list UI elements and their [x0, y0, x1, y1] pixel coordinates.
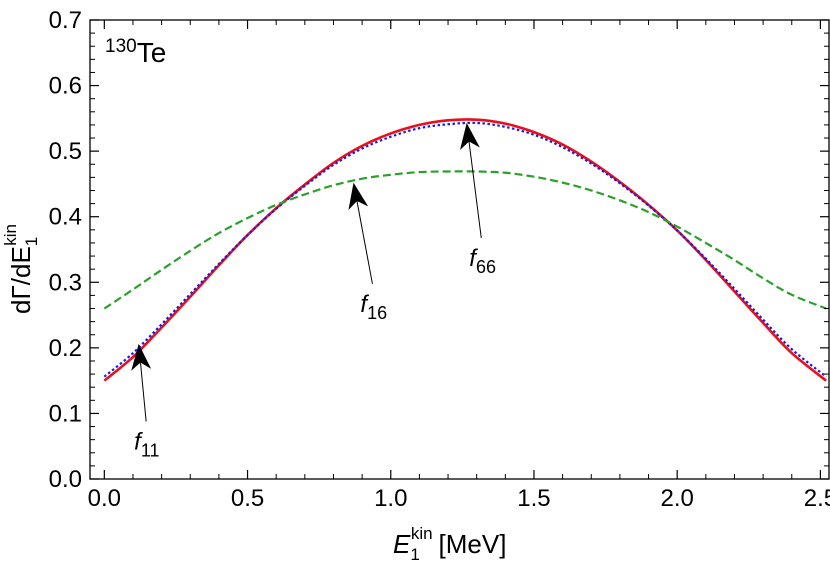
annotation-arrow-line: [468, 141, 482, 238]
x-tick-label: 2.0: [661, 485, 694, 512]
y-tick-label: 0.7: [49, 7, 82, 34]
plot-frame: [89, 19, 830, 480]
annotation-arrow-line: [356, 200, 373, 284]
annotation-arrow-line: [139, 362, 147, 422]
x-tick-label: 0.0: [88, 485, 121, 512]
y-tick-label: 0.4: [49, 204, 82, 231]
panel-label: 130Te: [105, 36, 166, 68]
x-tick-label: 0.5: [231, 485, 264, 512]
y-tick-label: 0.2: [49, 335, 82, 362]
series-layer: [103, 118, 827, 382]
annotation-arrow-head: [131, 343, 152, 371]
annotation-label: f66: [469, 245, 496, 277]
series-line-f16: [103, 170, 827, 310]
x-tick-label: 2.5: [804, 485, 830, 512]
y-tick-label: 0.0: [49, 466, 82, 493]
y-tick-label: 0.6: [49, 73, 82, 100]
y-tick-label: 0.1: [49, 400, 82, 427]
x-tick-label: 1.5: [517, 485, 550, 512]
series-line-f11: [103, 118, 827, 382]
y-tick-label: 0.3: [49, 269, 82, 296]
annotation-layer: f11 f16 f66: [131, 122, 496, 460]
y-axis-label: dΓ/dE1kin: [1, 224, 41, 314]
y-tick-label: 0.5: [49, 138, 82, 165]
annotation-arrow-head: [460, 122, 480, 150]
x-axis-label: E1kin [MeV]: [393, 524, 506, 562]
tick-layer: 0.0 0.5 1.0 1.5 2.0 2.5 0.0 0.1 0.2 0.3 0.4 0.5 0.6 0…: [49, 7, 830, 512]
annotation-arrow-head: [348, 182, 369, 211]
annotation-label: f11: [134, 428, 159, 460]
annotation-label: f16: [360, 291, 387, 323]
x-tick-label: 1.0: [374, 485, 407, 512]
